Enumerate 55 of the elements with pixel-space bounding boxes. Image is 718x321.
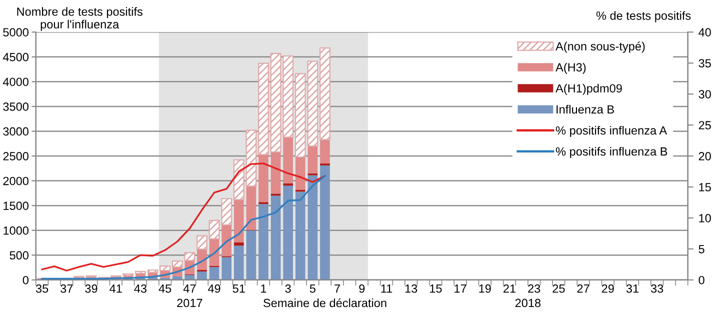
y-tick-label: 3500 <box>3 102 28 111</box>
legend-label: % positifs influenza B <box>556 147 668 158</box>
x-tick-label: 21 <box>504 284 516 293</box>
y-tick-label: 1000 <box>4 226 28 235</box>
x-tick-label: 43 <box>134 284 147 293</box>
x-tick-label: 51 <box>232 284 245 293</box>
x-tick-label: 15 <box>430 284 442 293</box>
x-tick-label: 1 <box>261 284 266 293</box>
x-tick-label: 35 <box>36 284 48 293</box>
x-tick-label: 41 <box>110 284 122 293</box>
y-tick-label: 2000 <box>3 176 28 186</box>
y2-tick-label: 35 <box>698 59 711 68</box>
x-tick-label: 39 <box>85 284 98 293</box>
x-tick-label: 29 <box>602 284 614 293</box>
x-tick-label: 47 <box>183 284 196 293</box>
x-tick-label: 27 <box>577 284 590 293</box>
legend-label: A(non sous-typé) <box>556 42 645 53</box>
x-tick-label: 13 <box>405 284 418 293</box>
y2-tick-label: 15 <box>699 183 711 192</box>
y-tick-label: 500 <box>10 251 28 260</box>
x-axis-title: Semaine de déclaration <box>263 298 386 308</box>
text: 2018 <box>515 298 541 308</box>
y2-tick-label: 20 <box>698 152 711 160</box>
x-tick-label: 33 <box>650 284 664 293</box>
x-tick-label: 3 <box>285 284 291 293</box>
text: 2017 <box>177 298 202 308</box>
legend-label: Influenza B <box>556 104 614 114</box>
y2-tick-label: 0 <box>698 276 704 284</box>
y2-tick-label: 5 <box>698 245 704 254</box>
y2-tick-label: 40 <box>698 28 711 36</box>
x-tick-label: 49 <box>208 284 220 293</box>
legend-label: % positifs influenza A <box>556 126 668 137</box>
x-tick-label: 17 <box>454 284 466 293</box>
x-tick-label: 23 <box>528 284 540 293</box>
y-tick-label: 1500 <box>4 202 28 210</box>
x-tick-label: 25 <box>552 284 565 293</box>
x-tick-label: 11 <box>381 284 392 293</box>
y-tick-label: 2500 <box>3 152 28 160</box>
x-tick-label: 37 <box>60 284 73 293</box>
legend-label: A(H3) <box>556 62 586 74</box>
x-tick-label: 7 <box>334 284 340 293</box>
x-tick-label: 5 <box>310 284 316 293</box>
legend-label: A(H1)pdm09 <box>556 84 622 95</box>
y2-tick-label: 30 <box>698 90 711 98</box>
y-tick-label: 4000 <box>2 78 28 86</box>
y-tick-label: 0 <box>22 276 28 284</box>
y2-tick-label: 25 <box>698 121 711 130</box>
y2-axis-title: % de tests positifs <box>596 11 691 22</box>
x-tick-label: 45 <box>158 284 172 293</box>
y2-tick-label: 10 <box>699 214 711 222</box>
y-tick-label: 3000 <box>3 127 28 136</box>
x-tick-label: 19 <box>479 284 491 293</box>
x-tick-label: 9 <box>359 284 365 293</box>
y-tick-label: 4500 <box>2 52 28 62</box>
x-tick-label: 31 <box>626 284 638 293</box>
